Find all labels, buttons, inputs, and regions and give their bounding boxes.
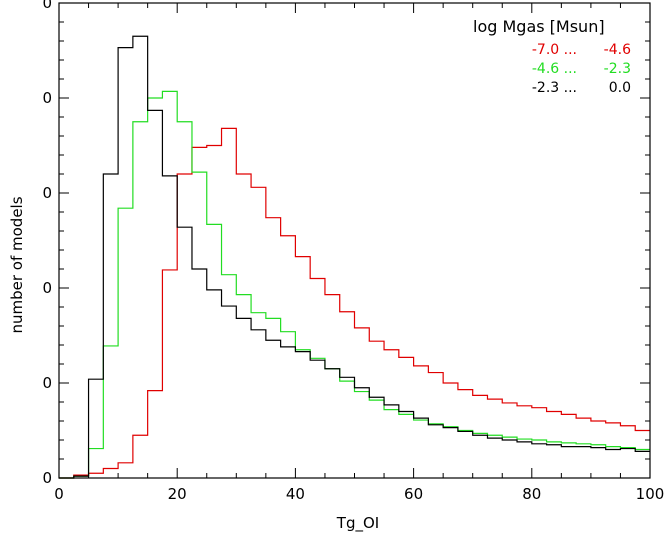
y-tick-label: 0: [42, 469, 52, 487]
x-axis-title: Tg_OI: [336, 514, 379, 533]
y-axis-title: number of models: [8, 196, 26, 333]
legend-entry-right: -2.3: [604, 61, 631, 77]
x-tick-label: 60: [404, 485, 423, 503]
x-tick-label: 80: [522, 485, 541, 503]
y-tick-label: 0: [42, 374, 52, 392]
legend-entry-right: 0.0: [609, 80, 631, 96]
series-line-3: [59, 35, 650, 479]
y-tick-label: 0: [42, 184, 52, 202]
y-tick-label: 0: [42, 279, 52, 297]
series-layer: [59, 35, 650, 479]
legend-entry-left: -4.6 ...: [532, 61, 577, 77]
legend-title: log Mgas [Msun]: [473, 17, 605, 36]
legend-entry-left: -2.3 ...: [532, 80, 577, 96]
series-line-1: [59, 127, 650, 479]
legend-entry-right: -4.6: [604, 42, 631, 58]
legend-entry-left: -7.0 ...: [532, 42, 577, 58]
x-tick-label: 0: [54, 485, 64, 503]
x-tick-label: 40: [286, 485, 305, 503]
y-tick-label: 0: [42, 0, 52, 12]
x-tick-label: 100: [636, 485, 665, 503]
legend: log Mgas [Msun] -7.0 ... -4.6 -4.6 ... -2.3…: [473, 17, 631, 96]
x-tick-label: 20: [168, 485, 187, 503]
y-tick-label: 0: [42, 89, 52, 107]
